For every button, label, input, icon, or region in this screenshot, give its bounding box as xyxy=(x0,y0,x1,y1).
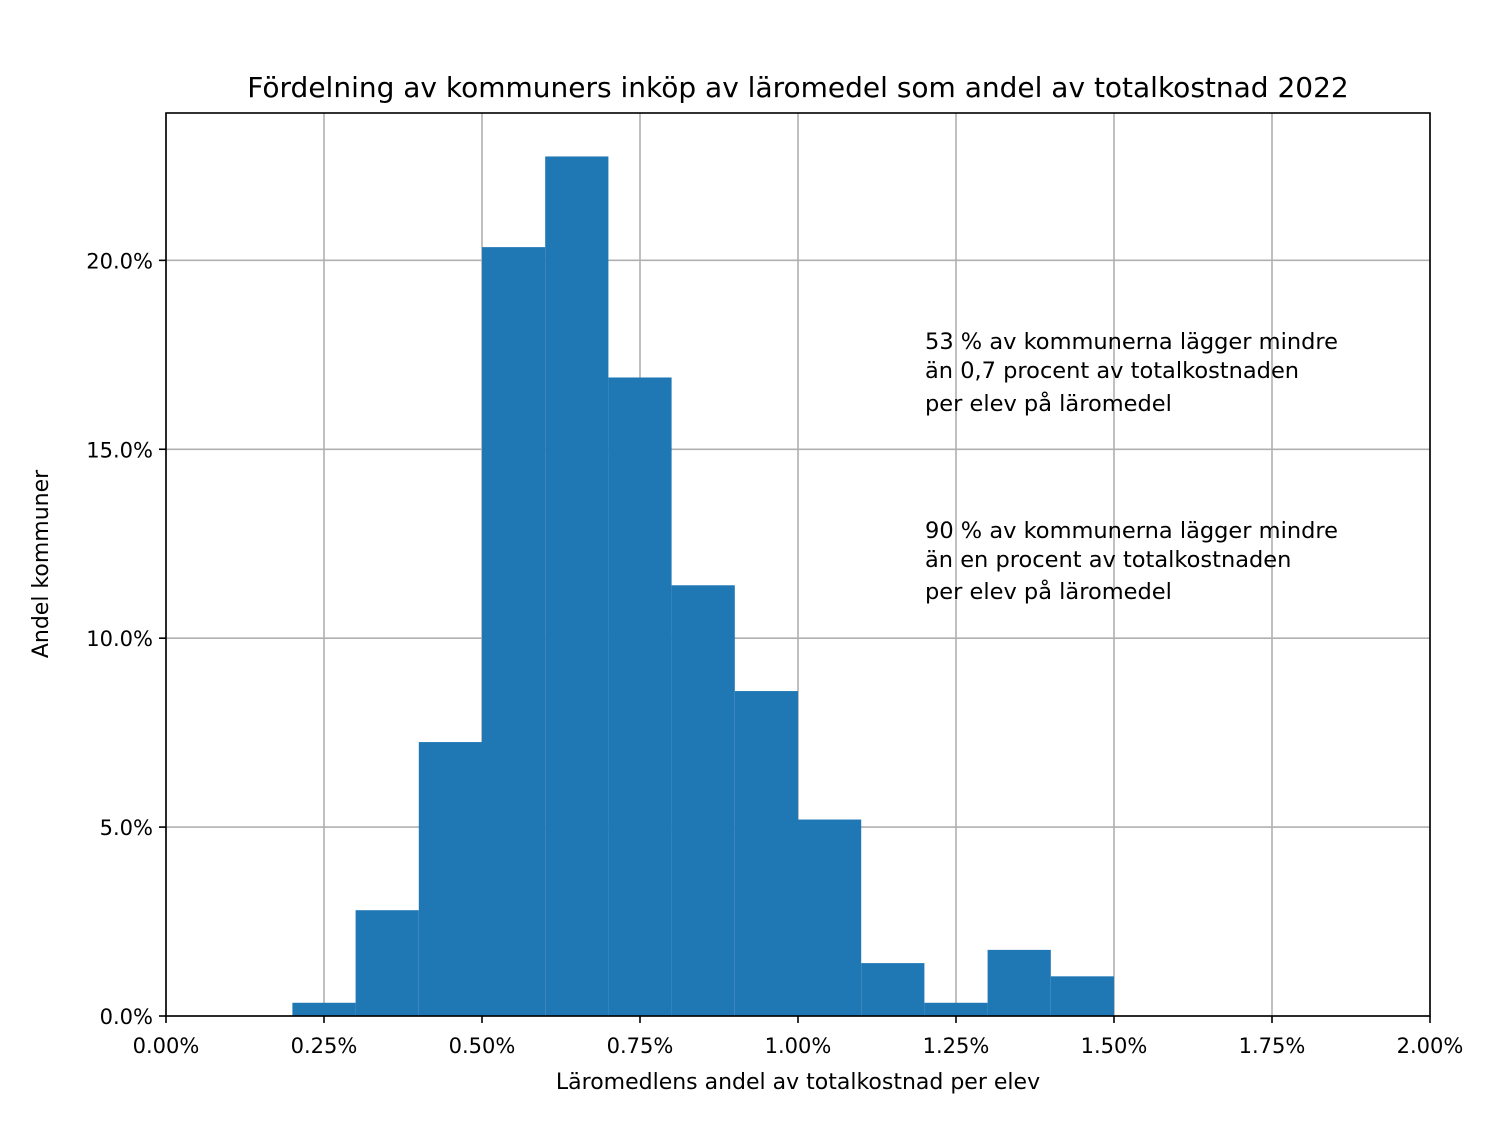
annotation-53-percent: 53 % av kommunerna lägger mindre än 0,7 … xyxy=(925,329,1338,417)
chart-title: Fördelning av kommuners inköp av läromed… xyxy=(247,71,1348,104)
histogram-bar xyxy=(798,819,862,1016)
x-tick-label: 0.00% xyxy=(133,1034,200,1058)
x-tick-label: 1.50% xyxy=(1081,1034,1148,1058)
y-tick-label: 10.0% xyxy=(86,627,153,651)
annotation-90-percent: 90 % av kommunerna lägger mindre än en p… xyxy=(925,518,1338,605)
histogram-bar xyxy=(608,377,672,1016)
histogram-bar xyxy=(861,963,925,1016)
histogram-bar xyxy=(545,156,609,1017)
grid-lines xyxy=(165,113,1431,1017)
annotation-line: än 0,7 procent av totalkostnaden xyxy=(925,358,1299,384)
y-tick-label: 20.0% xyxy=(86,249,153,273)
x-tick-label: 1.75% xyxy=(1239,1034,1306,1058)
x-tick-label: 0.75% xyxy=(607,1034,674,1058)
annotation-line: än en procent av totalkostnaden xyxy=(925,547,1291,573)
x-tick-label: 1.25% xyxy=(923,1034,990,1058)
y-tick-label: 15.0% xyxy=(86,438,153,462)
y-tick-label: 0.0% xyxy=(100,1005,153,1029)
x-tick-label: 2.00% xyxy=(1397,1034,1464,1058)
histogram-bar xyxy=(734,691,798,1016)
annotation-line: 53 % av kommunerna lägger mindre xyxy=(925,329,1338,355)
histogram-bar xyxy=(482,247,546,1016)
x-axis-ticks: 0.00% 0.25% 0.50% 0.75% 1.00% 1.25% 1.50% 1.75%… xyxy=(133,1016,1464,1058)
histogram-bar xyxy=(987,949,1051,1016)
annotation-line: per elev på läromedel xyxy=(925,577,1172,605)
y-axis-label: Andel kommuner xyxy=(29,469,54,658)
y-tick-label: 5.0% xyxy=(100,816,153,840)
annotation-line: per elev på läromedel xyxy=(925,389,1172,417)
histogram-bar xyxy=(924,1002,988,1016)
x-tick-label: 1.00% xyxy=(765,1034,832,1058)
y-axis-ticks: 0.0% 5.0% 10.0% 15.0% 20.0% xyxy=(86,249,166,1029)
annotation-line: 90 % av kommunerna lägger mindre xyxy=(925,518,1338,544)
histogram-bar xyxy=(1050,976,1114,1016)
x-axis-label: Läromedlens andel av totalkostnad per el… xyxy=(556,1070,1040,1095)
histogram-bar xyxy=(671,585,735,1016)
x-tick-label: 0.50% xyxy=(449,1034,516,1058)
histogram-bar xyxy=(418,742,482,1016)
histogram-bars xyxy=(292,156,1114,1017)
x-tick-label: 0.25% xyxy=(291,1034,358,1058)
histogram-bar xyxy=(355,910,419,1016)
histogram-bar xyxy=(292,1002,356,1016)
